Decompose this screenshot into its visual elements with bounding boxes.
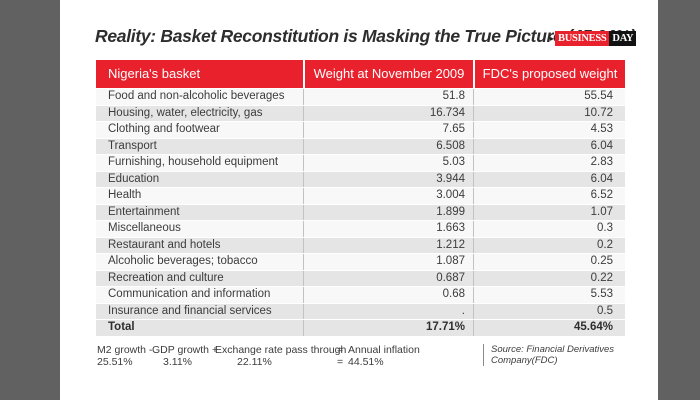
- inflation-formula: M2 growth - 25.51% GDP growth + 3.11% Ex…: [97, 344, 438, 368]
- page-title: Reality: Basket Reconstitution is Maskin…: [95, 26, 636, 46]
- table-body: Food and non-alcoholic beverages 51.8 55…: [96, 88, 625, 320]
- cell-fdc-weight: 6.04: [473, 138, 625, 154]
- cell-category: Furnishing, household equipment: [108, 156, 279, 168]
- cell-weight-2009: .: [303, 303, 473, 319]
- cell-fdc-weight: 0.22: [473, 270, 625, 286]
- table-row: Entertainment 1.899 1.07: [96, 204, 625, 221]
- cell-weight-2009: 5.03: [303, 155, 473, 171]
- total-label: Total: [108, 321, 135, 333]
- cell-category: Food and non-alcoholic beverages: [108, 90, 285, 102]
- cell-weight-2009: 1.087: [303, 254, 473, 270]
- cell-weight-2009: 6.508: [303, 138, 473, 154]
- cell-category: Recreation and culture: [108, 271, 224, 284]
- cell-weight-2009: 0.68: [303, 287, 473, 303]
- table-row: Communication and information 0.68 5.53: [96, 287, 625, 304]
- total-fdc-weight: 45.64%: [473, 320, 625, 336]
- table-row: Food and non-alcoholic beverages 51.8 55…: [96, 89, 625, 106]
- cell-weight-2009: 7.65: [303, 122, 473, 138]
- cell-fdc-weight: 5.53: [473, 287, 625, 303]
- table-row: Transport 6.508 6.04: [96, 138, 625, 155]
- formula-label: Annual inflation: [348, 344, 420, 356]
- table-row: Clothing and footwear 7.65 4.53: [96, 122, 625, 139]
- cell-weight-2009: 16.734: [303, 105, 473, 121]
- cell-fdc-weight: 0.3: [473, 221, 625, 237]
- cell-weight-2009: 3.944: [303, 171, 473, 187]
- cell-category: Housing, water, electricity, gas: [108, 106, 263, 119]
- cell-category: Clothing and footwear: [108, 123, 220, 135]
- cell-weight-2009: 1.212: [303, 237, 473, 253]
- logo-day-text: DAY: [609, 31, 637, 46]
- table-row: Restaurant and hotels 1.212 0.2: [96, 237, 625, 254]
- cell-fdc-weight: 6.52: [473, 188, 625, 204]
- cell-category: Health: [108, 189, 142, 201]
- formula-segment-equals: = =: [337, 344, 348, 368]
- cell-category: Insurance and financial services: [108, 304, 272, 317]
- table-row: Health 3.004 6.52: [96, 188, 625, 205]
- column-header-basket: Nigeria's basket: [108, 66, 201, 81]
- cell-fdc-weight: 1.07: [473, 204, 625, 220]
- cell-weight-2009: 3.004: [303, 188, 473, 204]
- formula-segment-exchange: Exchange rate pass through 22.11%: [215, 344, 347, 368]
- cell-fdc-weight: 0.5: [473, 303, 625, 319]
- cell-category: Transport: [108, 139, 157, 152]
- cell-weight-2009: 51.8: [303, 89, 473, 105]
- cell-fdc-weight: 10.72: [473, 105, 625, 121]
- source-attribution: Source: Financial Derivatives Company(FD…: [483, 344, 618, 366]
- cell-fdc-weight: 2.83: [473, 155, 625, 171]
- table-row: Furnishing, household equipment 5.03 2.8…: [96, 155, 625, 172]
- total-weight-2009: 17.71%: [303, 320, 473, 336]
- cell-fdc-weight: 4.53: [473, 122, 625, 138]
- formula-value: 25.51%: [97, 356, 133, 368]
- table-header-row: Nigeria's basket Weight at November 2009…: [96, 60, 625, 88]
- formula-label: =: [337, 344, 344, 356]
- table-row: Education 3.944 6.04: [96, 171, 625, 188]
- logo-business-text: BUSINESS: [555, 31, 610, 46]
- formula-segment-gdp: GDP growth + 3.11%: [152, 344, 219, 368]
- cell-fdc-weight: 0.25: [473, 254, 625, 270]
- cell-category: Entertainment: [108, 205, 180, 218]
- cell-weight-2009: 1.899: [303, 204, 473, 220]
- logo-arrow-icon: ▸: [550, 34, 555, 43]
- cell-category: Communication and information: [108, 288, 271, 300]
- cell-fdc-weight: 0.2: [473, 237, 625, 253]
- column-header-fdc-weight: FDC's proposed weight: [473, 60, 625, 88]
- formula-value: 44.51%: [348, 356, 384, 368]
- formula-value: 3.11%: [163, 356, 192, 368]
- formula-label: M2 growth -: [97, 344, 153, 356]
- cell-category: Education: [108, 172, 160, 185]
- formula-label: Exchange rate pass through: [215, 344, 347, 356]
- formula-segment-inflation: Annual inflation 44.51%: [348, 344, 438, 368]
- cell-category: Restaurant and hotels: [108, 238, 221, 251]
- right-gray-panel: [658, 0, 700, 400]
- formula-value: =: [337, 356, 344, 368]
- formula-value: 22.11%: [237, 356, 272, 368]
- column-header-weight-2009: Weight at November 2009: [303, 60, 473, 88]
- basket-weights-table: Nigeria's basket Weight at November 2009…: [96, 60, 625, 337]
- businessday-logo: ▸ BUSINESS DAY: [550, 31, 637, 46]
- formula-segment-m2: M2 growth - 25.51%: [97, 344, 152, 368]
- source-line1: Source: Financial Derivatives: [491, 344, 615, 355]
- cell-category: Miscellaneous: [108, 222, 181, 234]
- table-total-row: Total 17.71% 45.64%: [96, 320, 625, 337]
- formula-label: GDP growth +: [152, 344, 219, 356]
- table-row: Miscellaneous 1.663 0.3: [96, 221, 625, 238]
- cell-category: Alcoholic beverages; tobacco: [108, 255, 258, 267]
- cell-fdc-weight: 55.54: [473, 89, 625, 105]
- cell-fdc-weight: 6.04: [473, 171, 625, 187]
- table-row: Alcoholic beverages; tobacco 1.087 0.25: [96, 254, 625, 271]
- source-line2: Company(FDC): [491, 355, 558, 366]
- table-row: Insurance and financial services . 0.5: [96, 303, 625, 320]
- cell-weight-2009: 0.687: [303, 270, 473, 286]
- table-row: Recreation and culture 0.687 0.22: [96, 270, 625, 287]
- left-gray-panel: [0, 0, 60, 400]
- table-row: Housing, water, electricity, gas 16.734 …: [96, 105, 625, 122]
- cell-weight-2009: 1.663: [303, 221, 473, 237]
